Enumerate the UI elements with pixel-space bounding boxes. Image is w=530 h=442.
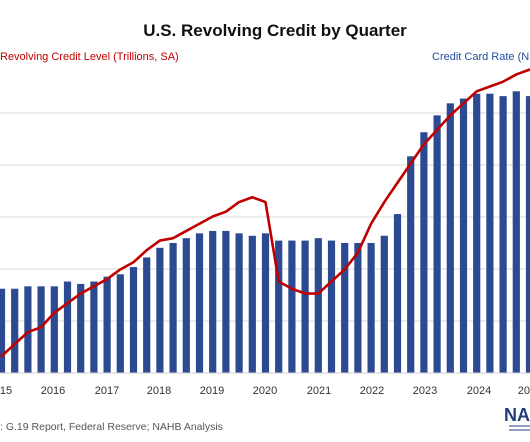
bar bbox=[314, 238, 322, 373]
bar bbox=[248, 235, 256, 373]
bar bbox=[486, 93, 494, 374]
bar bbox=[446, 103, 454, 373]
bar bbox=[37, 286, 45, 373]
bar bbox=[156, 247, 164, 373]
x-tick-label: 2022 bbox=[360, 385, 384, 397]
bar bbox=[0, 288, 6, 373]
bar bbox=[24, 286, 32, 373]
logo-text: NAH bbox=[504, 405, 530, 425]
x-tick-label: 2017 bbox=[95, 385, 119, 397]
x-tick-label: 2019 bbox=[200, 385, 224, 397]
x-tick-label: 2020 bbox=[253, 385, 277, 397]
revolving-credit-line bbox=[0, 68, 530, 358]
bar bbox=[393, 214, 402, 373]
bar bbox=[459, 98, 468, 374]
bar bbox=[222, 230, 230, 373]
source-note: : G.19 Report, Federal Reserve; NAHB Ana… bbox=[0, 421, 223, 433]
x-tick-label: 2021 bbox=[307, 385, 331, 397]
bar bbox=[407, 156, 415, 373]
x-axis-ticks: 15 2016 2017 2018 2019 2020 2021 2022 2023 2024 20 bbox=[0, 385, 530, 397]
bar bbox=[367, 242, 375, 373]
bar bbox=[354, 242, 362, 373]
bar-series bbox=[0, 91, 530, 374]
bar bbox=[50, 286, 58, 373]
x-tick-label: 2023 bbox=[413, 385, 437, 397]
bar bbox=[90, 281, 98, 373]
legend-left-axis-label: Revolving Credit Level (Trillions, SA) bbox=[0, 51, 179, 63]
bar bbox=[261, 233, 270, 373]
bar bbox=[301, 240, 309, 373]
x-tick-label: 2018 bbox=[147, 385, 171, 397]
x-tick-label: 20 bbox=[518, 385, 530, 397]
bar bbox=[327, 240, 336, 373]
bar bbox=[116, 274, 124, 373]
bar bbox=[195, 233, 204, 373]
bar bbox=[103, 276, 111, 373]
bar bbox=[288, 240, 296, 373]
bar bbox=[525, 96, 530, 374]
bar bbox=[11, 288, 19, 373]
bar bbox=[63, 281, 72, 373]
bar bbox=[209, 230, 217, 373]
bar bbox=[77, 283, 85, 373]
bar bbox=[169, 242, 177, 373]
bar bbox=[420, 132, 428, 373]
bar bbox=[512, 91, 520, 374]
x-tick-label: 15 bbox=[0, 385, 12, 397]
legend-right-axis-label: Credit Card Rate (NSA bbox=[432, 51, 530, 63]
x-tick-label: 2016 bbox=[41, 385, 65, 397]
nahb-logo: NAH bbox=[504, 405, 530, 436]
bar bbox=[473, 93, 481, 374]
bar bbox=[182, 238, 190, 373]
x-tick-label: 2024 bbox=[467, 385, 491, 397]
chart-title: U.S. Revolving Credit by Quarter bbox=[143, 21, 407, 40]
bar bbox=[380, 235, 388, 373]
bar bbox=[129, 267, 138, 373]
bar bbox=[341, 242, 349, 373]
bar bbox=[275, 240, 283, 373]
bar bbox=[499, 96, 507, 374]
bar bbox=[433, 115, 441, 373]
bar bbox=[143, 257, 151, 373]
bar bbox=[235, 233, 243, 373]
